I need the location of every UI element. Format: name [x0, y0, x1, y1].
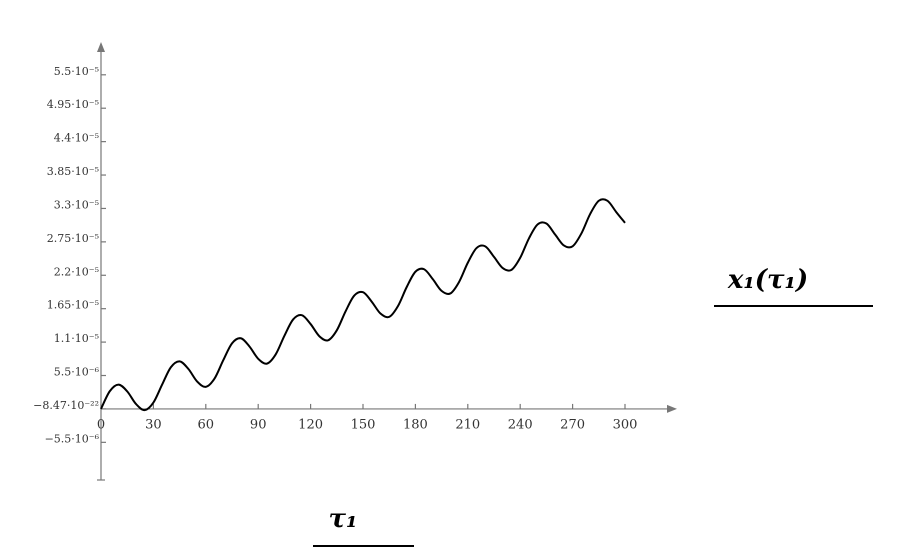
y-tick-label: −5.5·10⁻⁶ — [45, 432, 100, 445]
x-tick-label: 30 — [145, 417, 162, 432]
y-tick-label: 2.75·10⁻⁵ — [47, 232, 99, 245]
y-tick-label: 1.1·10⁻⁵ — [54, 332, 99, 345]
y-tick-label: −8.47·10⁻²² — [33, 399, 99, 412]
x-tick-label: 240 — [508, 417, 533, 432]
y-tick-label: 4.95·10⁻⁵ — [47, 98, 99, 111]
x-tick-label: 60 — [198, 417, 215, 432]
y-axis-label: x₁(τ₁) — [727, 265, 808, 295]
y-tick-label: 5.5·10⁻⁶ — [54, 366, 100, 379]
x-tick-label: 120 — [298, 417, 323, 432]
x-axis-arrow — [667, 404, 677, 413]
x-tick-label: 210 — [455, 417, 480, 432]
y-tick-label: 2.2·10⁻⁵ — [54, 265, 99, 278]
x-tick-label: 0 — [97, 417, 105, 432]
x-tick-label: 270 — [560, 417, 585, 432]
y-tick-label: 5.5·10⁻⁵ — [54, 65, 99, 78]
x-axis-label: τ₁ — [329, 504, 358, 534]
y-tick-label: 1.65·10⁻⁵ — [47, 299, 99, 312]
y-tick-label: 3.3·10⁻⁵ — [54, 198, 99, 211]
x-tick-label: 180 — [403, 417, 428, 432]
x-tick-label: 150 — [351, 417, 376, 432]
x-tick-label: 90 — [250, 417, 267, 432]
y-tick-label: 4.4·10⁻⁵ — [54, 132, 99, 145]
x-tick-label: 300 — [613, 417, 638, 432]
data-line — [100, 198, 626, 412]
y-axis-arrow — [97, 42, 105, 52]
y-tick-label: 3.85·10⁻⁵ — [47, 165, 99, 178]
